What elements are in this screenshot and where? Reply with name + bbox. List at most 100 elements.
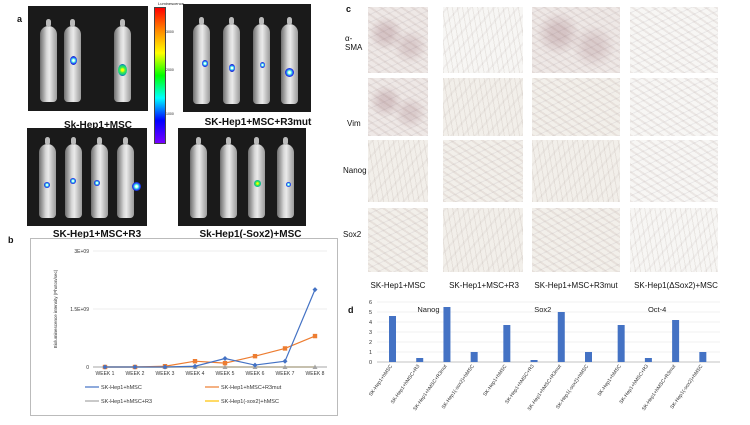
group-label: Oct-4 [648,305,666,314]
data-point [312,287,318,293]
y-tick-label: 0 [369,360,372,366]
data-point [192,363,198,369]
mouse-image-sk-hep1-msc-r3mut [183,4,311,112]
bar [699,352,707,362]
histology-asma-r3 [443,7,523,73]
x-tick-label: SK-Hep1+hMSC+R3 [618,364,650,406]
bar [470,352,478,362]
colorbar-title: Luminescence [158,1,184,6]
data-point [102,364,108,370]
histology-nanog-sox2 [630,140,718,202]
row-label-vim: Vim [347,119,361,128]
group-label: Nanog [417,305,439,314]
x-tick-label: WEEK 3 [156,371,175,377]
x-tick-label: WEEK 7 [276,371,295,377]
bar [644,358,652,362]
histology-nanog-msc [368,140,428,202]
data-point [312,364,318,369]
legend-label: SK-Hep1+hMSC [101,385,142,391]
bar [530,360,538,362]
colorbar-tick: 2000 [166,68,174,72]
histology-nanog-r3 [443,140,523,202]
histology-vim-r3mut [532,78,620,136]
histology-asma-sox2 [630,7,718,73]
panel-d-letter: d [348,305,354,315]
x-tick-label: SK-Hep1+hMSC [368,363,394,397]
data-point [282,364,288,369]
series-line [105,289,316,368]
panel-c-letter: c [346,4,352,14]
y-tick-label: 1 [369,350,372,356]
bar [389,316,396,362]
caption-sk-hep1-sox2-msc: Sk-Hep1(-Sox2)+MSC [199,229,302,240]
caption-sk-hep1-msc-r3mut: SK-Hep1+MSC+R3mut [204,117,312,128]
colorbar-tick: 1000 [166,112,174,116]
histology-vim-msc [368,78,428,136]
gene-expression-bar-chart: 6543210NanogSK-Hep1+hMSCSK-Hep1+hMSC+R3S… [368,300,720,412]
y-tick-label: 3E+09 [74,249,89,255]
gene-expression-bar-chart-frame: 6 5 4 3 2 1 0 Nanog SK-Hep1+hMSC SK-Hep1+hMSC+R3 S… [355,296,725,420]
mouse-image-sk-hep1-sox2-msc [178,128,306,226]
histology-asma-msc [368,7,428,73]
data-point [222,360,228,366]
y-tick-label: 2 [369,340,372,346]
data-point [192,359,198,364]
mouse-image-sk-hep1-msc [28,6,148,111]
row-label-sox2: Sox2 [343,230,362,239]
legend-label: SK-Hep1+hMSC+R3mut [221,385,282,391]
bar [557,312,565,362]
data-point [282,358,288,364]
y-tick-label: 4 [369,320,372,326]
data-point [282,346,288,351]
data-point [222,355,228,361]
group-label: Sox2 [534,305,551,314]
x-tick-label: WEEK 5 [216,371,235,377]
bioluminescence-line-chart-frame: 3E+09 1.5E+09 0 Bioluminescence intensity (… [30,238,338,416]
x-tick-label: SK-Hep1+hMSC+R3 [504,364,536,406]
histology-sox2-r3mut [532,208,620,272]
y-tick-label: 5 [369,310,372,316]
luminescence-colorbar [154,7,166,144]
x-tick-label: SK-Hep1+hMSC+R3 [390,364,422,406]
data-point [312,333,318,339]
x-tick-label: WEEK 8 [306,371,325,377]
data-point [222,364,228,369]
row-label-nanog: Nanog [343,166,367,175]
caption-sk-hep1-msc: Sk-Hep1+MSC [63,120,133,131]
data-point [162,364,168,370]
y-tick-label: 1.5E+09 [70,307,89,313]
row-label-alpha-sma: α-SMA [345,34,363,52]
x-tick-label: WEEK 4 [186,371,205,377]
legend-label: SK-Hep1(-sox2)+hMSC [221,399,279,405]
data-point [252,362,258,368]
bar [672,320,680,362]
x-tick-label: WEEK 1 [96,371,115,377]
data-point [252,353,258,359]
x-tick-label: WEEK 2 [126,371,145,377]
y-axis-label: Bioluminescence intensity (Photon/sec) [53,269,58,348]
bar [443,307,451,362]
histology-vim-r3 [443,78,523,136]
col-label-sox2: SK-Hep1(ΔSox2)+MSC [634,281,718,290]
data-point [132,364,138,370]
panel-b-letter: b [8,235,14,245]
x-tick-label: WEEK 6 [246,371,265,377]
histology-nanog-r3mut [532,140,620,202]
bar [503,325,511,362]
y-tick-label: 0 [86,365,89,371]
bioluminescence-line-chart: 3E+09 1.5E+09 0 Bioluminescence intensity (… [53,249,327,405]
bar [416,358,424,362]
bar [617,325,625,362]
histology-vim-sox2 [630,78,718,136]
bar [585,352,592,362]
y-tick-label: 3 [369,330,372,336]
histology-sox2-sox2 [630,208,718,272]
col-label-r3: SK-Hep1+MSC+R3 [449,281,519,290]
y-tick-label: 6 [369,300,372,306]
col-label-r3mut: SK-Hep1+MSC+R3mut [534,281,618,290]
histology-sox2-msc [368,208,428,272]
mouse-image-sk-hep1-msc-r3 [27,128,147,226]
histology-sox2-r3 [443,208,523,272]
legend-label: SK-Hep1+hMSC+R3 [101,399,152,405]
colorbar-tick: 3000 [166,30,174,34]
